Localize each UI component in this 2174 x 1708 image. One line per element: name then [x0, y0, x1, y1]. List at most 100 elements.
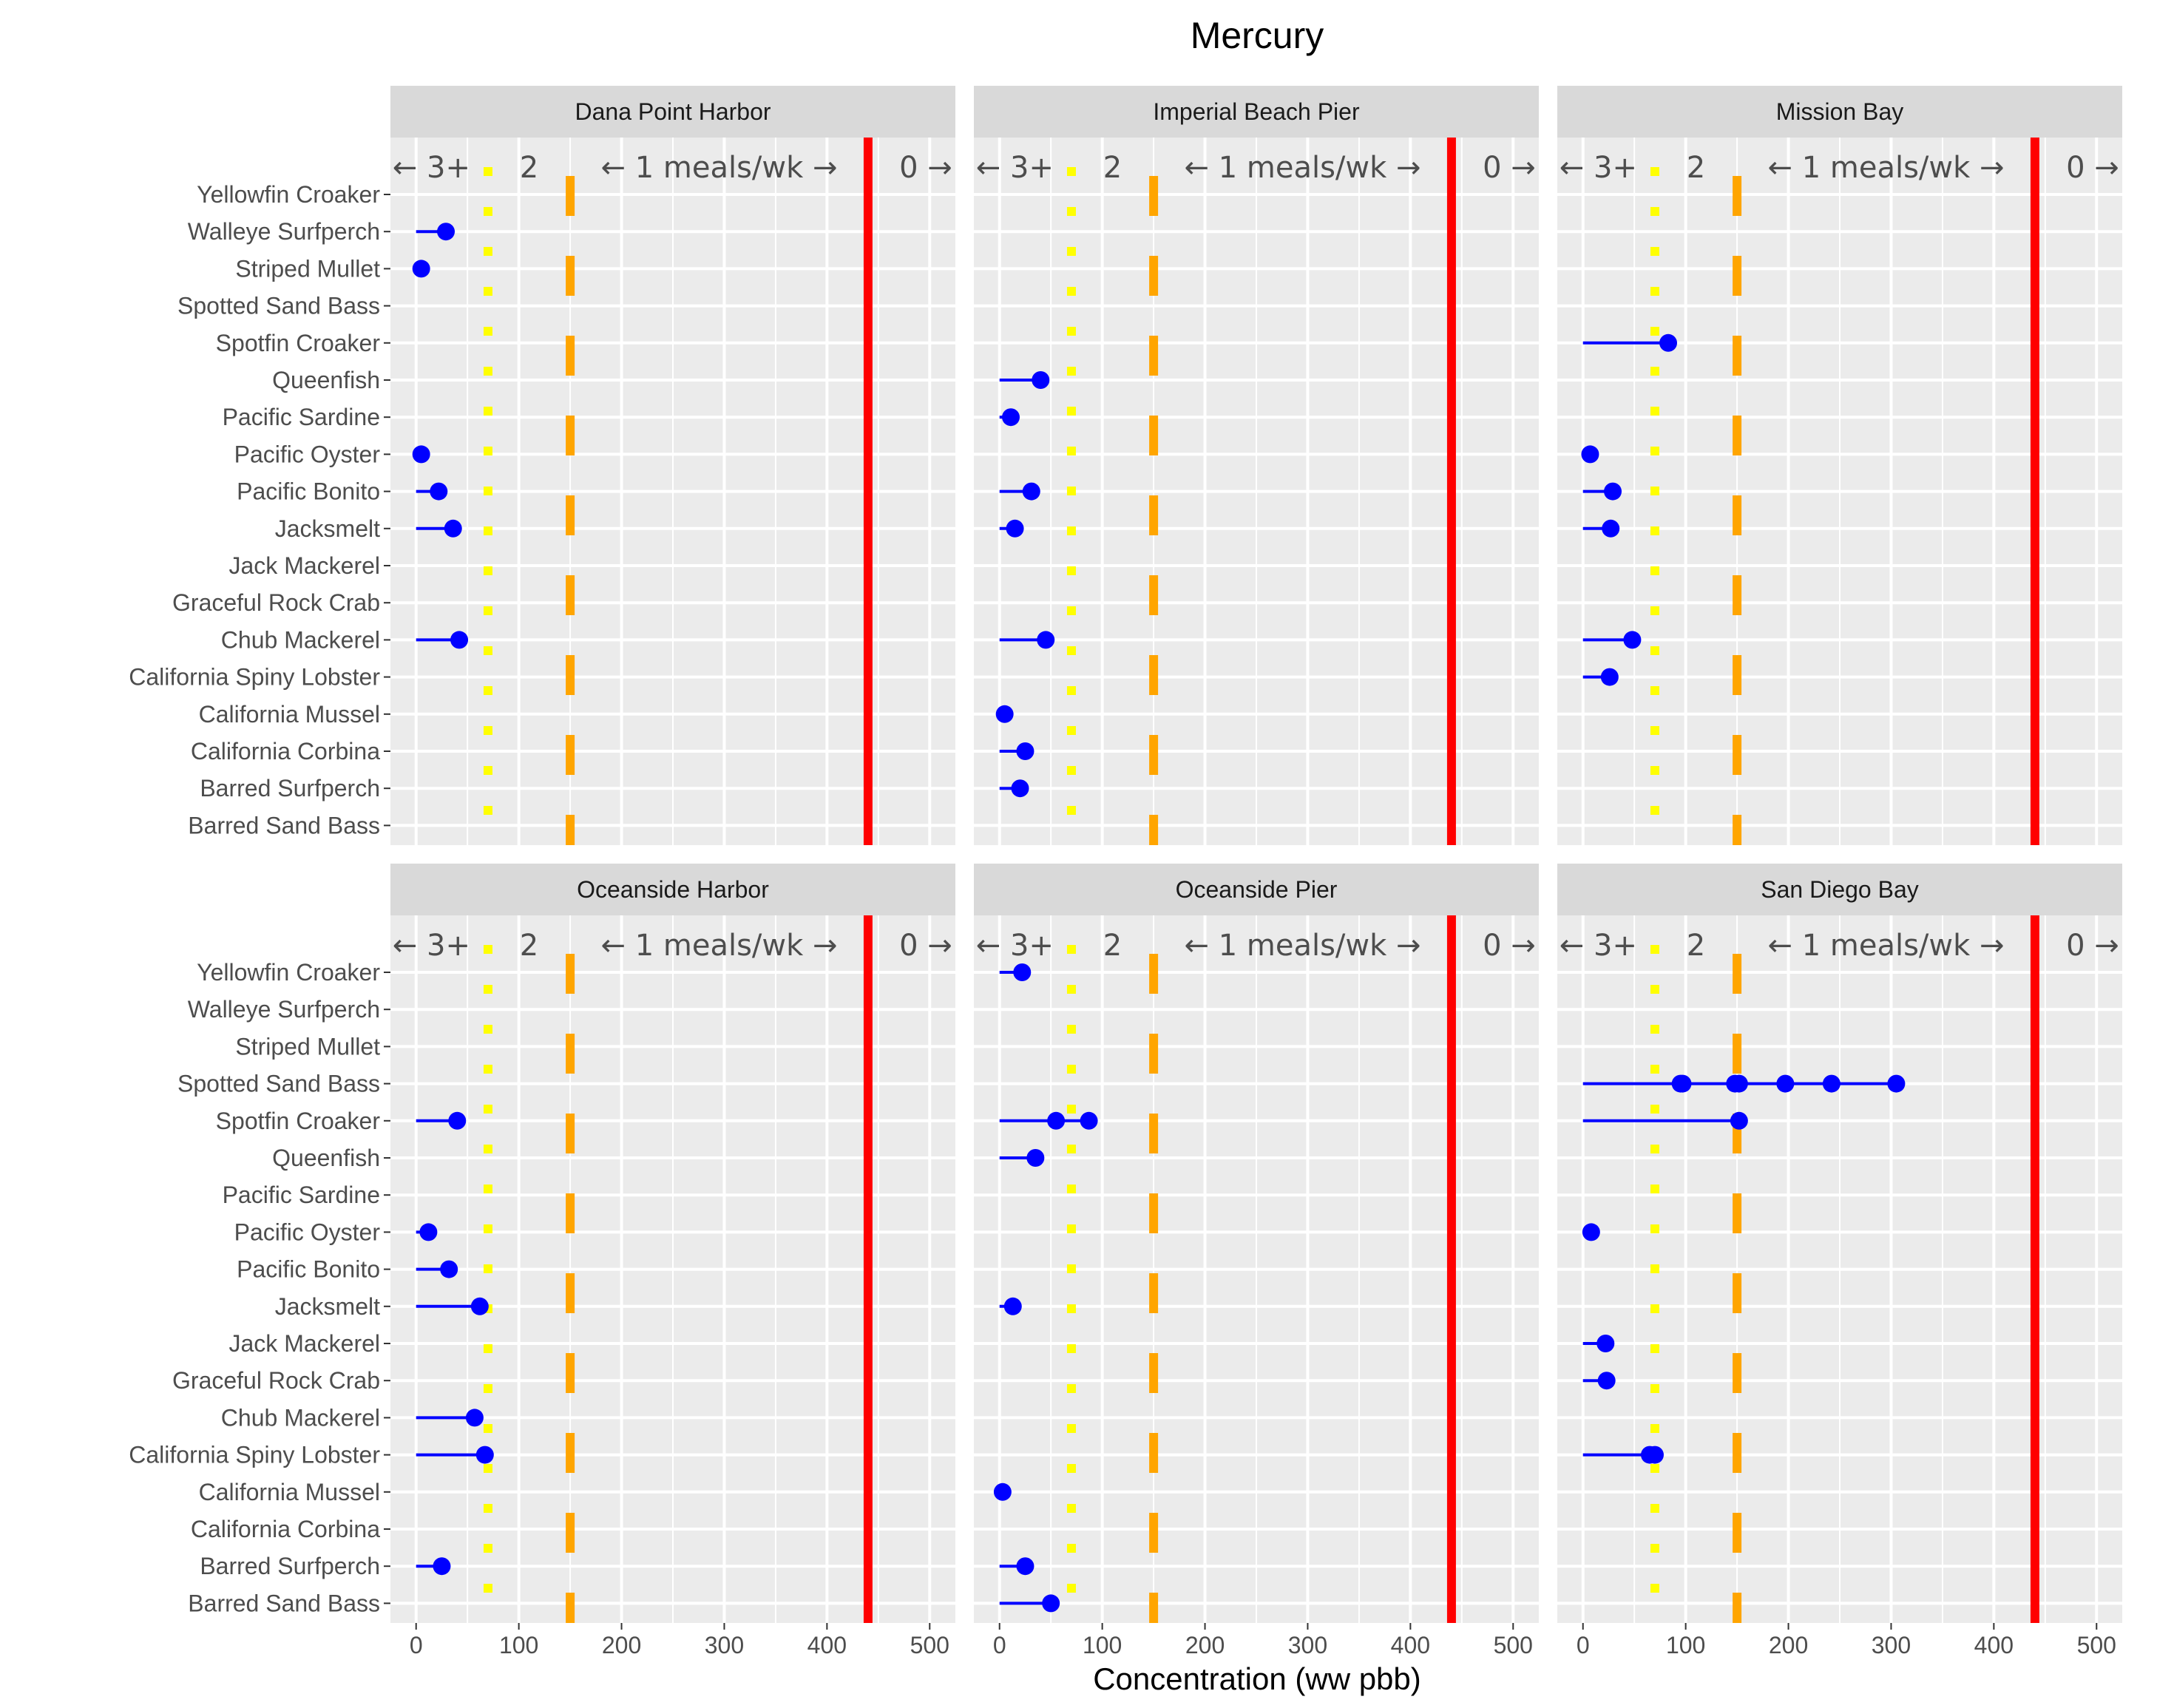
- zone-label: ← 1 meals/wk →: [600, 929, 837, 963]
- zone-label: ← 1 meals/wk →: [1184, 929, 1420, 963]
- strip-dana-point-harbor: [390, 86, 955, 138]
- point-spotted-sand-bass: [1776, 1074, 1795, 1093]
- y-tick-label: California Corbina: [191, 738, 380, 765]
- y-tick-label: Queenfish: [272, 1145, 380, 1171]
- y-tick-label: Barred Sand Bass: [188, 1590, 380, 1616]
- y-tick-label: Yellowfin Croaker: [197, 959, 380, 986]
- point-barred-surfperch: [1011, 779, 1029, 798]
- point-pacific-oyster: [412, 445, 430, 464]
- points-imperial-beach-pier: [995, 371, 1055, 798]
- y-tick-label: Pacific Oyster: [234, 441, 381, 467]
- point-spotfin-croaker: [1730, 1111, 1748, 1130]
- strip-san-diego-bay: [1557, 864, 2122, 915]
- y-tick-label: Jacksmelt: [275, 1293, 380, 1320]
- y-tick-label: California Spiny Lobster: [129, 664, 380, 691]
- x-tick-label: 100: [1666, 1632, 1705, 1658]
- panel-imperial-beach-pier: Imperial Beach Pier ← 3+ 2 ← 1 meals/wk → 0 …: [974, 86, 1539, 845]
- panels-layer: Dana Point Harbor ← 3+ 2 ← 1 meals/wk → 0 → Y…: [129, 86, 2122, 1658]
- zone-label: ← 3+: [1560, 929, 1637, 963]
- thresholds-dana-point-harbor: [483, 138, 873, 845]
- y-tick-label: California Corbina: [191, 1516, 380, 1542]
- point-chub-mackerel: [1623, 631, 1642, 649]
- zone-labels-oceanside-pier: ← 3+ 2 ← 1 meals/wk → 0 →: [976, 929, 1536, 963]
- zone-labels-mission-bay: ← 3+ 2 ← 1 meals/wk → 0 →: [1560, 151, 2119, 185]
- point-pacific-oyster: [1581, 445, 1599, 464]
- strip-oceanside-harbor: [390, 864, 955, 915]
- point-chub-mackerel: [450, 631, 469, 649]
- y-tick-label: Pacific Bonito: [237, 478, 380, 505]
- zone-label: 2: [1103, 151, 1122, 185]
- y-tick-label: California Mussel: [199, 701, 380, 728]
- chart-title: Mercury: [1191, 15, 1324, 56]
- grid-oceanside-pier: [974, 915, 1539, 1623]
- thresholds-imperial-beach-pier: [1066, 138, 1456, 845]
- grid-san-diego-bay: [1557, 915, 2122, 1623]
- y-tick-label: Spotted Sand Bass: [177, 293, 380, 319]
- y-tick-label: Pacific Sardine: [223, 1182, 380, 1208]
- grid-oceanside-harbor: [390, 915, 955, 1623]
- panel-dana-point-harbor: Dana Point Harbor ← 3+ 2 ← 1 meals/wk → 0 → Y…: [129, 86, 955, 845]
- point-spotfin-croaker: [1659, 333, 1678, 352]
- x-tick-label: 0: [410, 1632, 423, 1658]
- zone-labels-oceanside-harbor: ← 3+ 2 ← 1 meals/wk → 0 →: [393, 929, 952, 963]
- point-spotted-sand-bass: [1673, 1074, 1692, 1093]
- point-pacific-oyster: [1582, 1223, 1600, 1241]
- zone-label: 0 →: [1483, 151, 1536, 185]
- point-jacksmelt: [1602, 519, 1620, 538]
- point-pacific-bonito: [440, 1260, 458, 1278]
- point-pacific-bonito: [430, 482, 448, 501]
- panel-mission-bay: Mission Bay ← 3+ 2 ← 1 meals/wk → 0 →: [1557, 86, 2122, 845]
- point-california-spiny-lobster: [475, 1446, 494, 1464]
- zone-label: ← 1 meals/wk →: [1184, 151, 1420, 185]
- zone-label: ← 3+: [976, 151, 1054, 185]
- x-tick-label: 500: [2077, 1632, 2116, 1658]
- point-walleye-surfperch: [437, 223, 456, 241]
- y-tick-label: Pacific Sardine: [223, 404, 380, 430]
- zone-label: 0 →: [899, 929, 952, 963]
- y-tick-label: Walleye Surfperch: [188, 218, 380, 245]
- point-spotfin-croaker: [1047, 1111, 1066, 1130]
- x-tick-label: 400: [1391, 1632, 1430, 1658]
- point-jacksmelt: [444, 519, 462, 538]
- y-tick-label: Walleye Surfperch: [188, 996, 380, 1023]
- zone-label: 0 →: [899, 151, 952, 185]
- zone-labels-dana-point-harbor: ← 3+ 2 ← 1 meals/wk → 0 →: [393, 151, 952, 185]
- x-axis-oceanside-pier: 0 100 200 300 400 500: [993, 1623, 1533, 1658]
- point-barred-surfperch: [1016, 1557, 1034, 1576]
- zone-label: ← 1 meals/wk →: [1767, 151, 2004, 185]
- points-dana-point-harbor: [412, 223, 469, 649]
- point-california-mussel: [995, 705, 1014, 723]
- strip-oceanside-pier: [974, 864, 1539, 915]
- y-tick-label: Pacific Oyster: [234, 1219, 381, 1245]
- point-jack-mackerel: [1596, 1335, 1615, 1352]
- point-spotted-sand-bass: [1887, 1074, 1906, 1093]
- y-tick-label: California Spiny Lobster: [129, 1442, 380, 1468]
- thresholds-oceanside-pier: [1066, 915, 1456, 1623]
- thresholds-oceanside-harbor: [483, 915, 873, 1623]
- y-tick-label: Striped Mullet: [235, 255, 380, 282]
- point-jacksmelt: [1006, 519, 1024, 538]
- y-tick-label: Chub Mackerel: [221, 626, 380, 653]
- panel-san-diego-bay: San Diego Bay ← 3+ 2 ← 1 meals/wk → 0 → 0 100 2…: [1557, 864, 2122, 1658]
- zone-label: ← 3+: [1560, 151, 1637, 185]
- y-axis-labels-row-2: Yellowfin Croaker Walleye Surfperch Stripe…: [129, 959, 390, 1616]
- y-tick-label: Barred Surfperch: [200, 1553, 380, 1579]
- point-spotfin-croaker: [1080, 1111, 1098, 1130]
- point-queenfish: [1026, 1149, 1045, 1167]
- point-striped-mullet: [412, 260, 430, 278]
- zone-label: 2: [520, 929, 538, 963]
- zone-label: 2: [520, 151, 538, 185]
- y-tick-label: Spotfin Croaker: [216, 1108, 381, 1134]
- point-california-spiny-lobster: [1600, 668, 1619, 686]
- zone-label: 2: [1103, 929, 1122, 963]
- x-tick-label: 200: [1769, 1632, 1808, 1658]
- strip-imperial-beach-pier: [974, 86, 1539, 138]
- zone-labels-imperial-beach-pier: ← 3+ 2 ← 1 meals/wk → 0 →: [976, 151, 1536, 185]
- point-barred-sand-bass: [1042, 1594, 1060, 1613]
- x-tick-label: 0: [993, 1632, 1006, 1658]
- point-spotted-sand-bass: [1730, 1074, 1748, 1093]
- point-jacksmelt: [1003, 1297, 1022, 1315]
- zone-label: 2: [1687, 929, 1705, 963]
- point-graceful-rock-crab: [1597, 1372, 1616, 1390]
